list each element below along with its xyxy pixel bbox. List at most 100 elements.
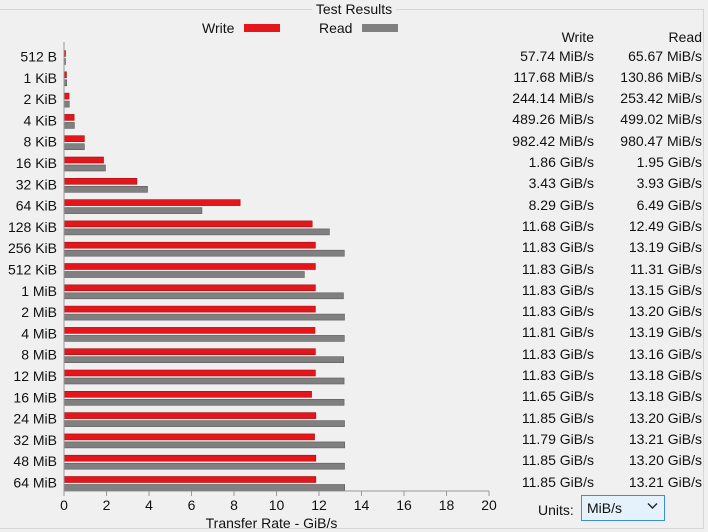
read-bar (63, 462, 345, 470)
category-label: 16 MiB (13, 389, 57, 405)
category-label: 256 KiB (8, 240, 57, 256)
category-label: 16 KiB (16, 155, 57, 171)
write-bar (63, 348, 316, 356)
write-bar (63, 263, 316, 270)
read-bar (63, 186, 148, 193)
category-label: 2 MiB (21, 304, 57, 320)
read-bar (63, 271, 305, 278)
read-bar (63, 398, 345, 406)
write-rate-cell: 8.29 GiB/s (528, 196, 594, 213)
units-label: Units: (538, 502, 574, 518)
write-rate-cell: 11.85 GiB/s (521, 452, 594, 469)
category-label: 12 MiB (13, 368, 57, 384)
legend-write-label: Write (202, 20, 235, 36)
read-rate-cell: 130.86 MiB/s (620, 68, 702, 85)
category-label: 1 MiB (21, 283, 57, 299)
write-rate-cell: 982.42 MiB/s (512, 132, 594, 149)
write-bar (63, 114, 75, 121)
write-rate-cell: 11.85 GiB/s (521, 409, 594, 426)
read-rate-cell: 1.95 GiB/s (636, 154, 702, 170)
write-rate-cell: 11.65 GiB/s (521, 388, 594, 405)
write-rate-cell: 11.83 GiB/s (521, 367, 594, 383)
read-rate-cell: 13.21 GiB/s (628, 473, 702, 490)
write-bar (63, 390, 312, 398)
write-rate-cell: 11.83 GiB/s (521, 345, 594, 362)
x-tick-label: 16 (396, 497, 412, 513)
write-bar (63, 156, 104, 164)
read-rate-cell: 6.49 GiB/s (636, 196, 702, 213)
write-bar (63, 369, 316, 377)
read-rate-cell: 13.20 GiB/s (628, 452, 702, 469)
x-tick-label: 0 (60, 497, 68, 513)
category-label: 2 KiB (24, 91, 57, 107)
x-tick-label: 20 (481, 497, 497, 513)
read-rate-cell: 3.93 GiB/s (636, 175, 702, 192)
read-bar (63, 292, 344, 300)
read-bar (63, 484, 346, 491)
read-bar (63, 420, 345, 427)
chevron-down-icon (647, 503, 658, 509)
write-column-header: Write (561, 29, 594, 45)
read-rate-cell: 13.18 GiB/s (628, 388, 702, 405)
read-bar (63, 377, 345, 385)
write-rate-cell: 11.85 GiB/s (521, 473, 594, 490)
category-label: 4 MiB (21, 325, 57, 341)
write-rate-cell: 57.74 MiB/s (520, 47, 594, 64)
read-bar (63, 122, 75, 129)
x-tick-label: 8 (230, 497, 238, 513)
read-rate-cell: 13.18 GiB/s (628, 367, 702, 383)
x-tick-label: 4 (145, 497, 153, 513)
read-rate-cell: 13.20 GiB/s (628, 303, 702, 320)
read-rate-cell: 65.67 MiB/s (628, 47, 702, 64)
write-bar (63, 284, 316, 292)
write-rate-cell: 11.83 GiB/s (521, 281, 594, 298)
x-tick-label: 10 (269, 497, 285, 513)
write-rate-cell: 11.83 GiB/s (521, 260, 594, 277)
read-bar (63, 441, 346, 449)
x-axis-label: Transfer Rate - GiB/s (206, 515, 338, 531)
x-tick-label: 12 (311, 497, 327, 513)
units-selected-value: MiB/s (587, 500, 622, 516)
read-rate-cell: 499.02 MiB/s (620, 111, 702, 128)
category-label: 32 MiB (13, 432, 57, 448)
read-rate-cell: 13.15 GiB/s (628, 281, 702, 298)
write-rate-cell: 244.14 MiB/s (512, 90, 594, 107)
units-select[interactable]: MiB/s (581, 495, 665, 521)
write-rate-cell: 11.83 GiB/s (521, 303, 594, 320)
read-rate-cell: 12.49 GiB/s (628, 217, 702, 234)
read-rate-cell: 253.42 MiB/s (620, 90, 702, 107)
write-rate-cell: 11.83 GiB/s (521, 239, 594, 256)
category-label: 48 MiB (13, 453, 57, 469)
read-rate-cell: 11.31 GiB/s (629, 260, 702, 277)
legend-read: Read (319, 20, 399, 36)
read-bar (63, 313, 345, 321)
write-bar (63, 241, 316, 249)
x-tick-label: 14 (354, 497, 370, 513)
write-bar (63, 178, 138, 185)
read-bar (63, 249, 345, 257)
read-rate-cell: 13.20 GiB/s (628, 409, 702, 426)
legend-read-swatch (362, 24, 399, 32)
write-rate-cell: 117.68 MiB/s (513, 68, 594, 85)
read-bar (63, 207, 203, 214)
write-rate-cell: 3.43 GiB/s (528, 175, 594, 192)
category-label: 64 MiB (13, 475, 57, 491)
read-bar (63, 228, 330, 236)
write-bar (63, 135, 85, 142)
write-bar (63, 220, 313, 228)
read-rate-cell: 13.16 GiB/s (628, 345, 702, 362)
category-label: 64 KiB (16, 198, 57, 214)
write-bar (63, 476, 317, 483)
legend-read-label: Read (319, 20, 353, 36)
write-rate-cell: 11.79 GiB/s (521, 430, 594, 447)
category-label: 8 MiB (21, 347, 57, 363)
read-rate-cell: 13.21 GiB/s (628, 430, 702, 447)
read-bar (63, 335, 345, 342)
read-bar (63, 100, 70, 108)
read-bar (63, 143, 85, 150)
category-label: 32 KiB (16, 176, 57, 192)
write-bar (63, 327, 316, 334)
write-rate-cell: 1.86 GiB/s (528, 154, 594, 170)
read-column-header: Read (668, 29, 702, 45)
